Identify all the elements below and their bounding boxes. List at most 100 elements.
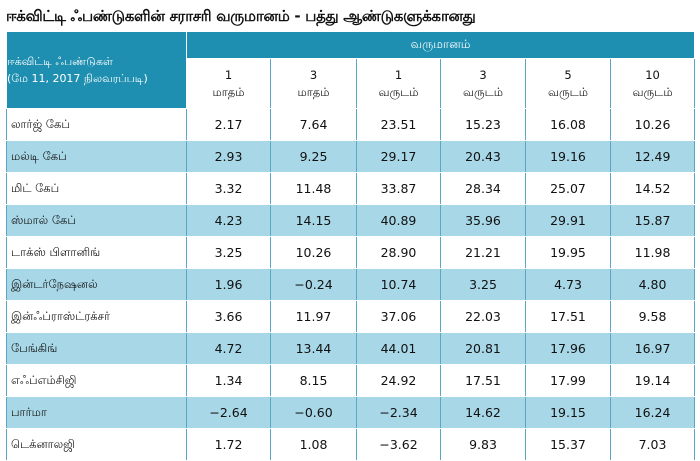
return-value: 16.08 (525, 108, 611, 141)
return-value: 3.25 (440, 268, 526, 301)
return-value: 19.14 (609, 364, 696, 397)
return-value: 1.96 (186, 268, 271, 301)
return-value: 2.93 (186, 140, 271, 173)
table-row: ஸ்மால் கேப் 4.23 14.15 40.89 35.96 29.91… (6, 204, 696, 237)
table-row: இன்டர்நேஷனல் 1.96 −0.24 10.74 3.25 4.73 … (6, 268, 696, 301)
return-value: 14.62 (440, 396, 526, 429)
return-value: −2.34 (356, 396, 441, 429)
fund-name: டெக்னாலஜி (6, 428, 187, 461)
table-row: டாக்ஸ் பிளானிங் 3.25 10.26 28.90 21.21 1… (6, 236, 696, 269)
return-value: 17.96 (525, 332, 611, 365)
table-row: மிட் கேப் 3.32 11.48 33.87 28.34 25.07 1… (6, 172, 696, 205)
return-value: 15.37 (525, 428, 611, 461)
period-number: 1 (394, 67, 403, 82)
return-value: 16.24 (609, 396, 696, 429)
period-unit: வருடம் (378, 84, 419, 99)
return-value: 22.03 (440, 300, 526, 333)
period-header-1y: 1 வருடம் (356, 58, 441, 109)
return-value: 10.74 (356, 268, 441, 301)
return-value: 4.23 (186, 204, 271, 237)
return-value: 15.23 (440, 108, 526, 141)
table-title: ஈக்விட்டி ஃபண்டுகளின் சராசரி வருமானம் - … (6, 7, 476, 25)
return-value: 35.96 (440, 204, 526, 237)
period-unit: வருடம் (462, 84, 504, 99)
fund-name: எஃப்எம்சிஜி (6, 364, 187, 397)
period-unit: மாதம் (297, 84, 330, 99)
return-value: 40.89 (356, 204, 441, 237)
return-value: 20.81 (440, 332, 526, 365)
fund-name: மிட் கேப் (6, 172, 187, 205)
return-value: 29.17 (356, 140, 441, 173)
return-value: 8.15 (270, 364, 357, 397)
period-unit: வருடம் (632, 84, 673, 99)
return-value: 28.34 (440, 172, 526, 205)
period-unit: வருடம் (547, 84, 589, 99)
return-value: 44.01 (356, 332, 441, 365)
table-row: மல்டி கேப் 2.93 9.25 29.17 20.43 19.16 1… (6, 140, 696, 173)
return-value: 23.51 (356, 108, 441, 141)
return-value: 19.16 (525, 140, 611, 173)
return-value: 9.58 (609, 300, 696, 333)
return-value: −3.62 (356, 428, 441, 461)
fund-name: பார்மா (6, 396, 187, 429)
return-value: 33.87 (356, 172, 441, 205)
period-header-3m: 3 மாதம் (270, 58, 357, 109)
fund-column-header: ஈக்விட்டி ஃபண்டுகள் (மே 11, 2017 நிலவரப்… (6, 31, 187, 109)
return-value: 2.17 (186, 108, 271, 141)
table-row: பார்மா −2.64 −0.60 −2.34 14.62 19.15 16.… (6, 396, 696, 429)
fund-name: லார்ஜ் கேப் (6, 108, 187, 141)
return-value: 20.43 (440, 140, 526, 173)
return-value: 10.26 (609, 108, 696, 141)
return-value: 14.15 (270, 204, 357, 237)
returns-header: வருமானம் (185, 31, 696, 59)
period-unit: மாதம் (212, 84, 245, 99)
return-value: 11.98 (609, 236, 696, 269)
period-header-5y: 5 வருடம் (525, 58, 611, 109)
return-value: 13.44 (270, 332, 357, 365)
return-value: 11.97 (270, 300, 357, 333)
fund-name: இன்ஃப்ராஸ்ட்ரக்சர் (6, 300, 187, 333)
return-value: −0.24 (270, 268, 357, 301)
period-number: 3 (309, 67, 318, 82)
return-value: 10.26 (270, 236, 357, 269)
fund-name: டாக்ஸ் பிளானிங் (6, 236, 187, 269)
period-header-1m: 1 மாதம் (186, 58, 271, 109)
return-value: 19.95 (525, 236, 611, 269)
return-value: 28.90 (356, 236, 441, 269)
return-value: 16.97 (609, 332, 696, 365)
return-value: 19.15 (525, 396, 611, 429)
return-value: 3.25 (186, 236, 271, 269)
return-value: 9.83 (440, 428, 526, 461)
return-value: 15.87 (609, 204, 696, 237)
period-number: 1 (224, 67, 233, 82)
return-value: 11.48 (270, 172, 357, 205)
return-value: 17.51 (525, 300, 611, 333)
fund-name: பேங்கிங் (6, 332, 187, 365)
return-value: 12.49 (609, 140, 696, 173)
table-row: டெக்னாலஜி 1.72 1.08 −3.62 9.83 15.37 7.0… (6, 428, 696, 461)
fund-header-date: (மே 11, 2017 நிலவரப்படி) (7, 72, 148, 85)
return-value: 3.66 (186, 300, 271, 333)
return-value: −2.64 (186, 396, 271, 429)
return-value: 1.34 (186, 364, 271, 397)
return-value: 24.92 (356, 364, 441, 397)
return-value: 17.51 (440, 364, 526, 397)
fund-header-line1: ஈக்விட்டி ஃபண்டுகள் (7, 55, 113, 68)
table-row: இன்ஃப்ராஸ்ட்ரக்சர் 3.66 11.97 37.06 22.0… (6, 300, 696, 333)
return-value: 29.91 (525, 204, 611, 237)
return-value: 21.21 (440, 236, 526, 269)
table-row: லார்ஜ் கேப் 2.17 7.64 23.51 15.23 16.08 … (6, 108, 696, 141)
fund-name: ஸ்மால் கேப் (6, 204, 187, 237)
table-row: எஃப்எம்சிஜி 1.34 8.15 24.92 17.51 17.99 … (6, 364, 696, 397)
return-value: 4.73 (525, 268, 611, 301)
fund-name: மல்டி கேப் (6, 140, 187, 173)
returns-table: ஈக்விட்டி ஃபண்டுகள் (மே 11, 2017 நிலவரப்… (6, 31, 696, 461)
return-value: 14.52 (609, 172, 696, 205)
period-number: 5 (564, 67, 572, 82)
period-header-10y: 10 வருடம் (609, 58, 696, 109)
return-value: 25.07 (525, 172, 611, 205)
fund-name: இன்டர்நேஷனல் (6, 268, 187, 301)
return-value: 7.03 (609, 428, 696, 461)
return-value: 1.72 (186, 428, 271, 461)
return-value: 1.08 (270, 428, 357, 461)
